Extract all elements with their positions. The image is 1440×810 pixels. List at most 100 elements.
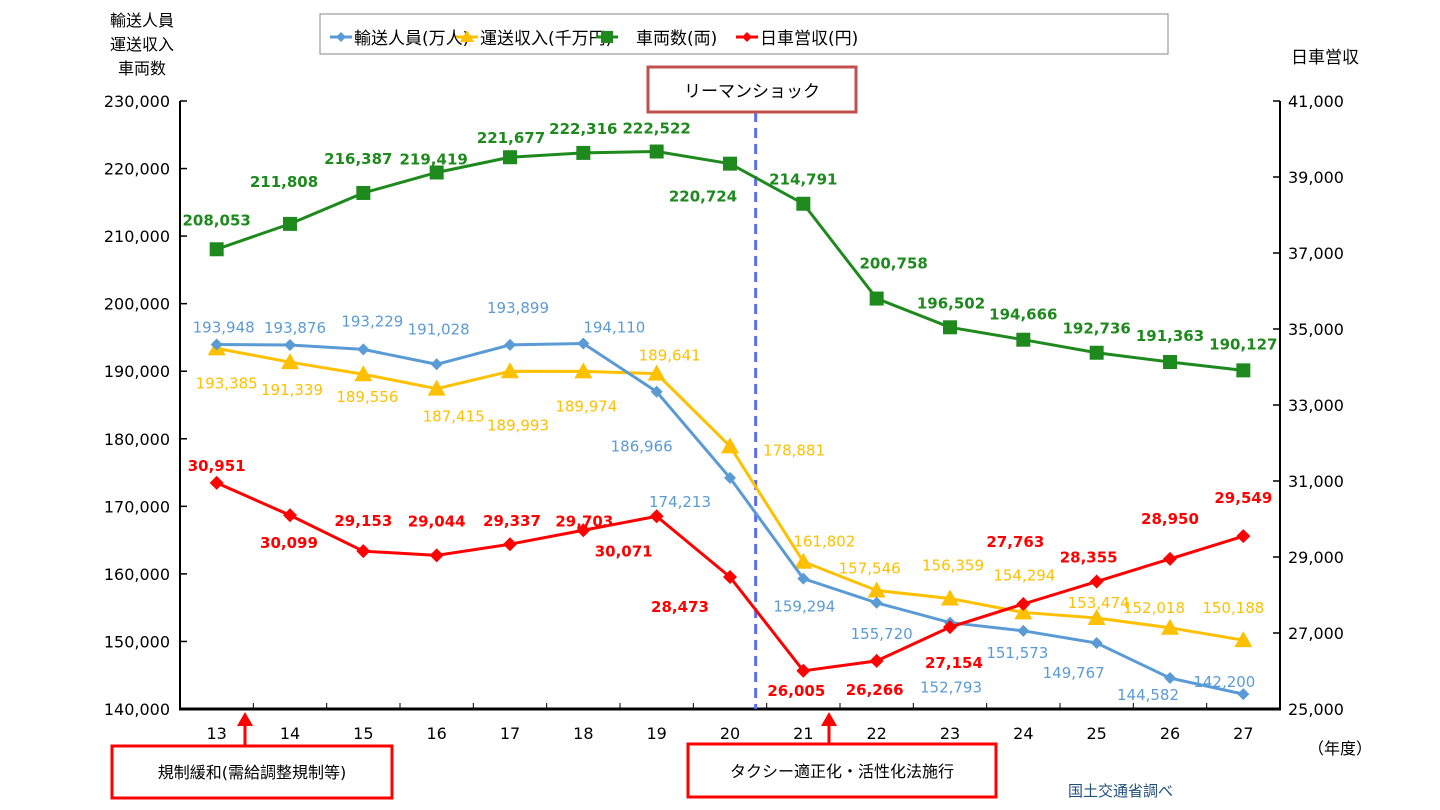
data-point-triangle bbox=[1087, 608, 1106, 625]
data-label: 29,153 bbox=[334, 512, 392, 530]
left-axis-label: 輸送人員 bbox=[110, 11, 174, 30]
x-tick-label: 17 bbox=[500, 724, 520, 743]
data-point-square bbox=[1089, 345, 1104, 360]
data-label: 187,415 bbox=[423, 408, 485, 426]
data-point-square bbox=[1236, 363, 1251, 378]
data-point-diamond bbox=[1017, 624, 1030, 637]
data-label: 155,720 bbox=[851, 625, 913, 643]
data-label: 193,876 bbox=[264, 319, 326, 337]
data-point-square bbox=[209, 242, 224, 257]
data-point-diamond bbox=[504, 338, 516, 351]
data-label: 151,573 bbox=[986, 644, 1048, 662]
data-label: 194,666 bbox=[989, 306, 1057, 324]
data-label: 189,556 bbox=[336, 388, 398, 406]
legend-label: 日車営収(円) bbox=[760, 29, 858, 49]
lehman-label: リーマンショック bbox=[684, 82, 820, 102]
data-point-square bbox=[356, 185, 371, 200]
data-label: 154,294 bbox=[993, 566, 1055, 584]
data-label: 159,294 bbox=[773, 598, 835, 616]
data-point-diamond bbox=[210, 338, 223, 351]
data-point-triangle bbox=[1234, 631, 1253, 648]
data-point-diamond bbox=[1016, 597, 1031, 612]
data-point-square bbox=[429, 165, 444, 180]
data-point-triangle bbox=[427, 379, 446, 396]
data-label: 222,522 bbox=[623, 120, 691, 138]
data-label: 193,385 bbox=[196, 374, 258, 392]
right-tick-label: 25,000 bbox=[1288, 700, 1344, 719]
data-label: 152,018 bbox=[1123, 599, 1185, 617]
x-tick-label: 14 bbox=[280, 724, 300, 743]
data-label: 189,641 bbox=[639, 347, 701, 365]
data-point-diamond bbox=[357, 343, 370, 356]
data-label: 29,703 bbox=[555, 512, 613, 530]
left-axis-label: 運送収入 bbox=[110, 35, 174, 54]
data-label: 27,154 bbox=[925, 654, 983, 672]
data-label: 191,028 bbox=[408, 320, 470, 338]
x-tick-label: 27 bbox=[1233, 724, 1253, 743]
data-label: 30,071 bbox=[595, 542, 653, 560]
data-point-square bbox=[943, 320, 957, 335]
deregulation-box bbox=[110, 744, 394, 800]
right-tick-label: 41,000 bbox=[1288, 92, 1344, 111]
data-label: 142,200 bbox=[1193, 673, 1255, 691]
deregulation-label: 規制緩和(需給調整規制等) bbox=[158, 763, 347, 782]
lehman-box bbox=[646, 65, 858, 114]
x-axis-label: （年度） bbox=[1308, 739, 1372, 758]
data-point-triangle bbox=[721, 437, 739, 454]
left-tick-label: 210,000 bbox=[104, 227, 170, 246]
right-tick-label: 27,000 bbox=[1288, 624, 1344, 643]
data-label: 221,677 bbox=[477, 129, 545, 147]
data-label: 220,724 bbox=[669, 188, 737, 206]
left-tick-label: 230,000 bbox=[104, 92, 170, 111]
data-label: 156,359 bbox=[922, 556, 984, 574]
data-label: 29,549 bbox=[1214, 489, 1272, 507]
right-axis-label: 日車営収 bbox=[1291, 48, 1359, 68]
left-tick-label: 160,000 bbox=[104, 565, 170, 584]
right-tick-label: 29,000 bbox=[1288, 548, 1344, 567]
legend-diamond-icon bbox=[742, 32, 752, 42]
data-point-diamond bbox=[429, 548, 444, 563]
data-point-diamond bbox=[1237, 688, 1250, 701]
x-tick-label: 22 bbox=[866, 724, 886, 743]
data-label: 28,355 bbox=[1060, 549, 1118, 567]
legend-square-icon bbox=[601, 31, 613, 43]
legend bbox=[319, 13, 1169, 55]
data-point-square bbox=[1163, 355, 1177, 370]
x-tick-label: 20 bbox=[720, 724, 740, 743]
data-point-triangle bbox=[354, 365, 373, 382]
data-point-square bbox=[576, 145, 591, 160]
data-label: 174,213 bbox=[649, 493, 711, 511]
data-label: 219,419 bbox=[400, 150, 468, 168]
data-point-square bbox=[723, 156, 737, 171]
source-note: 国土交通省調べ bbox=[1068, 782, 1173, 800]
data-point-diamond bbox=[1236, 529, 1251, 544]
data-point-triangle bbox=[647, 364, 666, 381]
data-label: 152,793 bbox=[920, 679, 982, 697]
data-point-triangle bbox=[574, 362, 593, 379]
data-label: 216,387 bbox=[324, 150, 392, 168]
data-label: 161,802 bbox=[793, 533, 855, 551]
data-label: 28,950 bbox=[1141, 510, 1199, 528]
taxi-law-arrow-head bbox=[821, 712, 837, 726]
data-point-triangle bbox=[941, 589, 959, 606]
legend-diamond-icon bbox=[336, 32, 346, 42]
data-label: 191,339 bbox=[261, 381, 323, 399]
legend-label: 輸送人員(万人) bbox=[354, 29, 469, 49]
left-tick-label: 140,000 bbox=[104, 700, 170, 719]
data-point-triangle bbox=[794, 552, 813, 569]
data-point-diamond bbox=[870, 596, 883, 609]
data-label: 193,229 bbox=[341, 312, 403, 330]
left-tick-label: 220,000 bbox=[104, 160, 170, 179]
data-label: 193,948 bbox=[193, 319, 255, 337]
data-label: 27,763 bbox=[986, 533, 1044, 551]
data-point-square bbox=[283, 216, 297, 231]
deregulation-arrow-head bbox=[237, 712, 253, 726]
data-point-diamond bbox=[649, 509, 664, 524]
data-label: 30,951 bbox=[188, 457, 246, 475]
x-tick-label: 16 bbox=[426, 724, 446, 743]
data-point-diamond bbox=[356, 544, 371, 559]
data-point-diamond bbox=[650, 385, 663, 398]
data-label: 211,808 bbox=[250, 173, 318, 191]
data-point-diamond bbox=[284, 339, 296, 352]
